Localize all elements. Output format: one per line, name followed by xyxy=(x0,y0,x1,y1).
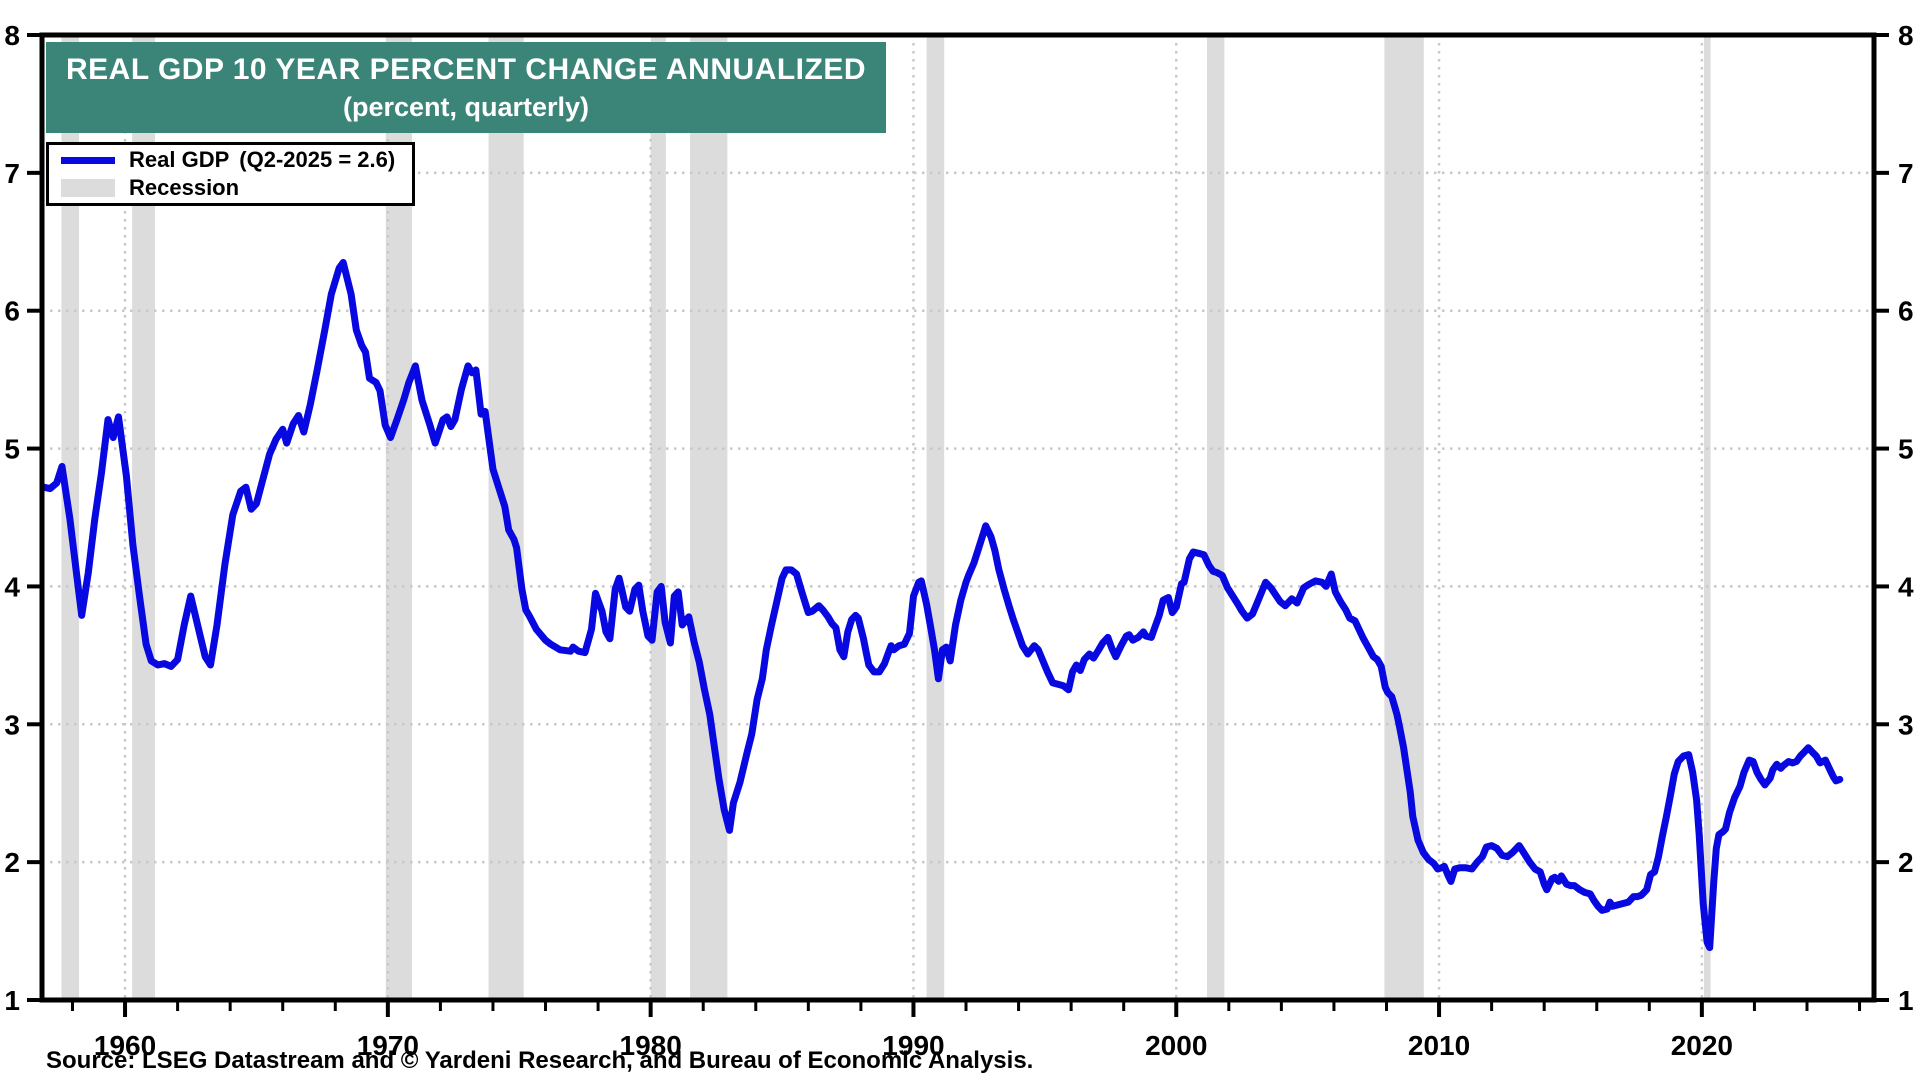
y-tick-label-right: 1 xyxy=(1898,985,1914,1016)
recession-band xyxy=(650,35,666,1000)
y-tick-label-left: 7 xyxy=(4,158,20,189)
y-tick-label-right: 7 xyxy=(1898,158,1914,189)
real-gdp-line-swatch xyxy=(61,156,115,164)
x-tick-label: 1980 xyxy=(620,1030,682,1061)
y-tick-label-left: 6 xyxy=(4,296,20,327)
source-note: Source: LSEG Datastream and © Yardeni Re… xyxy=(46,1047,1034,1074)
x-tick-label: 1990 xyxy=(882,1030,944,1061)
y-tick-label-right: 6 xyxy=(1898,296,1914,327)
chart-title-box: REAL GDP 10 YEAR PERCENT CHANGE ANNUALIZ… xyxy=(46,42,886,133)
y-tick-label-right: 8 xyxy=(1898,20,1914,51)
recession-band xyxy=(1207,35,1225,1000)
plot-border xyxy=(39,32,1877,1003)
chart-subtitle: (percent, quarterly) xyxy=(342,91,590,122)
x-tick-label: 1970 xyxy=(357,1030,419,1061)
y-tick-label-right: 2 xyxy=(1898,847,1914,878)
recession-band xyxy=(690,35,728,1000)
legend-label-recession: Recession xyxy=(129,175,240,200)
recession-band xyxy=(132,35,156,1000)
recession-swatch xyxy=(61,179,115,197)
recession-band xyxy=(926,35,945,1000)
x-tick-label: 2010 xyxy=(1408,1030,1470,1061)
legend-item-real-gdp: Real GDP (Q2-2025 = 2.6) xyxy=(61,147,412,173)
legend: Real GDP (Q2-2025 = 2.6) Recession xyxy=(46,142,415,206)
y-tick-label-left: 4 xyxy=(4,571,20,602)
legend-real-gdp-value: (Q2-2025 = 2.6) xyxy=(239,147,396,172)
x-tick-label: 1960 xyxy=(94,1030,156,1061)
legend-item-recession: Recession xyxy=(61,175,412,201)
real-gdp-line xyxy=(42,259,1844,952)
y-tick-label-left: 8 xyxy=(4,20,20,51)
legend-real-gdp-name: Real GDP xyxy=(129,147,230,172)
y-tick-label-left: 1 xyxy=(4,985,20,1016)
y-tick-label-left: 3 xyxy=(4,709,20,740)
x-tick-label: 2000 xyxy=(1145,1030,1207,1061)
y-tick-label-left: 5 xyxy=(4,434,20,465)
chart-title: REAL GDP 10 YEAR PERCENT CHANGE ANNUALIZ… xyxy=(65,52,866,86)
legend-label-real-gdp: Real GDP (Q2-2025 = 2.6) xyxy=(129,147,395,173)
y-tick-label-right: 4 xyxy=(1898,571,1914,602)
y-tick-label-right: 3 xyxy=(1898,709,1914,740)
recession-band xyxy=(1703,35,1711,1000)
x-tick-label: 2020 xyxy=(1671,1030,1733,1061)
recession-band xyxy=(1384,35,1424,1000)
y-tick-label-left: 2 xyxy=(4,847,20,878)
y-tick-label-right: 5 xyxy=(1898,434,1914,465)
